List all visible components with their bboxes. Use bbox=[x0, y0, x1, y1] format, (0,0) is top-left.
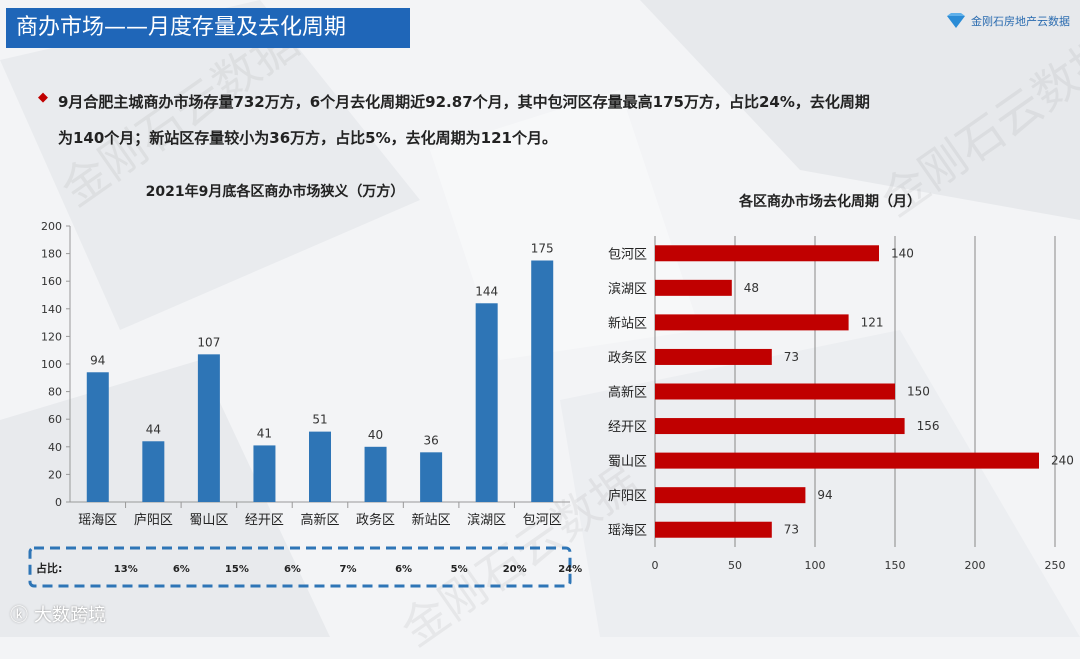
data-label: 121 bbox=[861, 315, 884, 329]
bar bbox=[197, 354, 220, 502]
bar bbox=[364, 446, 387, 502]
share-value: 6% bbox=[284, 564, 301, 575]
bar bbox=[531, 260, 554, 502]
chart-title: 2021年9月底各区商办市场狭义（万方） bbox=[146, 183, 405, 200]
y-tick-label: 政务区 bbox=[608, 350, 647, 366]
data-label: 36 bbox=[423, 433, 438, 447]
y-tick-label: 瑶海区 bbox=[608, 524, 647, 539]
footer-logo-icon: ⓚ bbox=[10, 605, 28, 626]
x-tick-label: 庐阳区 bbox=[134, 513, 173, 528]
bar bbox=[142, 441, 165, 502]
bar bbox=[475, 303, 498, 502]
y-tick-label: 140 bbox=[41, 303, 62, 316]
x-tick-label: 蜀山区 bbox=[189, 513, 228, 528]
share-value: 24% bbox=[558, 564, 582, 575]
data-label: 41 bbox=[257, 426, 272, 440]
cycle-bar-chart: 各区商办市场去化周期（月） 0 50 100 150 200 250 140 包河区 48 滨湖区 1… bbox=[608, 193, 1074, 572]
bar bbox=[655, 452, 1039, 469]
y-tick-label: 滨湖区 bbox=[608, 281, 647, 297]
x-tick-label: 0 bbox=[652, 559, 659, 572]
y-tick-label: 200 bbox=[41, 220, 62, 233]
x-tick-label: 100 bbox=[805, 559, 826, 572]
y-tick-label: 新站区 bbox=[608, 315, 647, 331]
y-tick-label: 40 bbox=[48, 441, 62, 454]
data-label: 156 bbox=[917, 419, 940, 433]
y-tick-label: 经开区 bbox=[608, 420, 647, 435]
share-value: 7% bbox=[340, 564, 357, 575]
y-tick-label: 60 bbox=[48, 413, 62, 426]
x-tick-label: 200 bbox=[965, 559, 986, 572]
page-title: 商办市场——月度存量及去化周期 bbox=[6, 8, 410, 48]
y-tick-label: 180 bbox=[41, 248, 62, 261]
diamond-logo-icon bbox=[947, 13, 965, 28]
share-label: 占比: bbox=[36, 561, 62, 575]
bar bbox=[655, 245, 879, 262]
bar bbox=[655, 487, 806, 504]
y-tick-label: 包河区 bbox=[608, 247, 647, 262]
y-tick-label: 160 bbox=[41, 275, 62, 288]
share-box bbox=[28, 546, 572, 588]
data-label: 40 bbox=[368, 428, 383, 442]
x-tick-label: 经开区 bbox=[245, 513, 284, 528]
data-label: 150 bbox=[907, 385, 930, 399]
brand-logo: 金刚石房地产云数据 bbox=[945, 12, 1070, 30]
bar bbox=[655, 383, 895, 400]
y-tick-label: 20 bbox=[48, 468, 62, 481]
x-tick-label: 瑶海区 bbox=[78, 513, 117, 528]
x-tick-label: 包河区 bbox=[523, 513, 562, 528]
data-label: 175 bbox=[531, 242, 554, 256]
footer-brand-text: 大数跨境 bbox=[34, 605, 106, 626]
x-tick-label: 50 bbox=[728, 559, 742, 572]
summary-text: 9月合肥主城商办市场存量732万方，6个月去化周期近92.87个月，其中包河区存… bbox=[38, 84, 1068, 156]
summary-line-2: 为140个月；新站区存量较小为36万方，占比5%，去化周期为121个月。 bbox=[58, 129, 557, 147]
y-tick-label: 80 bbox=[48, 386, 62, 399]
x-tick-label: 新站区 bbox=[412, 512, 451, 528]
stock-bar-chart: 2021年9月底各区商办市场狭义（万方） 0 20 40 60 80 100 120 140 16… bbox=[28, 183, 582, 588]
summary-line-1: 9月合肥主城商办市场存量732万方，6个月去化周期近92.87个月，其中包河区存… bbox=[58, 93, 870, 111]
share-value: 15% bbox=[225, 564, 249, 575]
y-tick-label: 100 bbox=[41, 358, 62, 371]
data-label: 51 bbox=[312, 413, 327, 427]
x-tick-label: 250 bbox=[1045, 559, 1066, 572]
data-label: 94 bbox=[90, 353, 105, 367]
data-label: 240 bbox=[1051, 454, 1074, 468]
x-tick-label: 150 bbox=[885, 559, 906, 572]
bar bbox=[655, 348, 772, 365]
y-tick-label: 0 bbox=[55, 496, 62, 509]
share-value: 6% bbox=[395, 564, 412, 575]
bar bbox=[420, 452, 443, 502]
bar bbox=[86, 372, 109, 502]
share-value: 20% bbox=[503, 564, 527, 575]
y-tick-label: 120 bbox=[41, 330, 62, 343]
data-label: 73 bbox=[784, 350, 799, 364]
y-tick-label: 庐阳区 bbox=[608, 489, 647, 504]
y-tick-label: 高新区 bbox=[608, 385, 647, 401]
data-label: 144 bbox=[475, 284, 498, 298]
bar bbox=[309, 431, 331, 502]
bar bbox=[655, 418, 905, 435]
data-label: 73 bbox=[784, 523, 799, 537]
data-label: 48 bbox=[744, 281, 759, 295]
data-label: 44 bbox=[146, 422, 161, 436]
footer-brand: ⓚ 大数跨境 bbox=[10, 601, 106, 627]
data-label: 107 bbox=[197, 335, 220, 349]
x-tick-label: 高新区 bbox=[300, 512, 339, 528]
x-tick-label: 政务区 bbox=[356, 512, 395, 528]
bar bbox=[655, 521, 772, 538]
bar bbox=[655, 279, 732, 296]
x-tick-label: 滨湖区 bbox=[467, 512, 506, 528]
brand-name: 金刚石房地产云数据 bbox=[971, 15, 1070, 28]
share-value: 6% bbox=[173, 564, 190, 575]
y-tick-label: 蜀山区 bbox=[608, 455, 647, 470]
background-polygons bbox=[0, 0, 1080, 637]
bar bbox=[655, 314, 849, 331]
share-value: 13% bbox=[114, 564, 138, 575]
share-value: 5% bbox=[451, 564, 468, 575]
bar bbox=[253, 445, 276, 502]
data-label: 94 bbox=[817, 488, 832, 502]
bullet-diamond-icon: ◆ bbox=[38, 90, 48, 105]
chart-title: 各区商办市场去化周期（月） bbox=[738, 193, 921, 210]
data-label: 140 bbox=[891, 246, 914, 260]
